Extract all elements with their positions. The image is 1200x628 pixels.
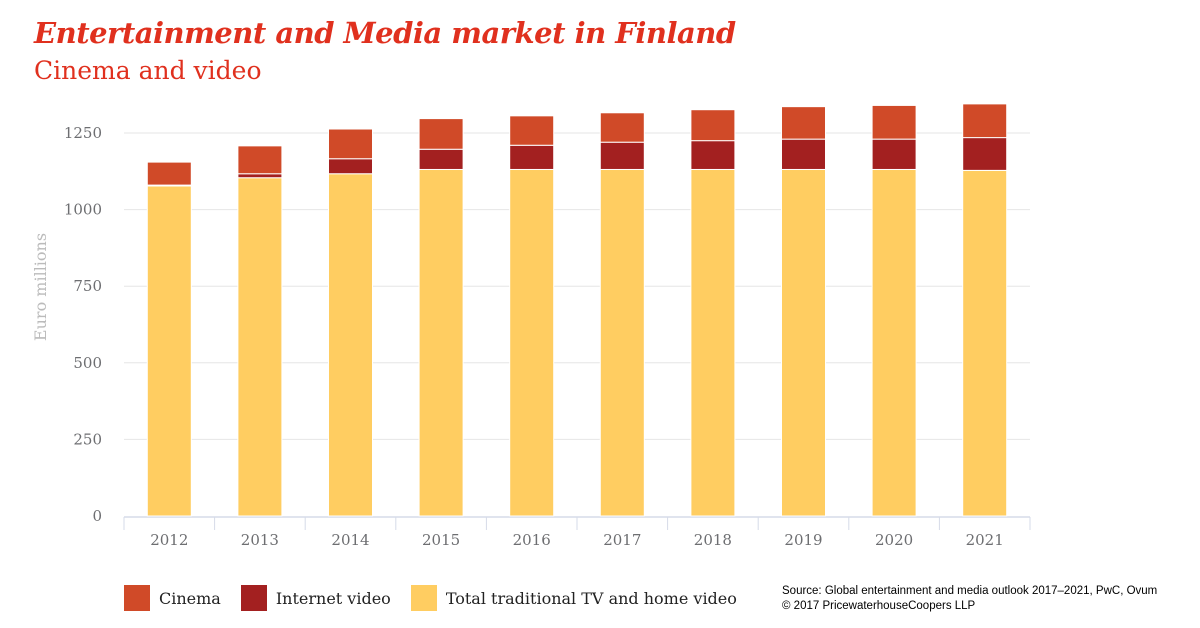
legend-item: Cinema: [124, 585, 221, 611]
bar-segment-total-traditional-tv-and-home-video-2017: [599, 168, 645, 517]
legend-label: Internet video: [275, 588, 391, 608]
bar-segment-internet-video-2017: [599, 141, 645, 170]
bar-segment-cinema-2018: [690, 109, 736, 142]
bar-segment-cinema-2021: [962, 103, 1008, 139]
legend-label: Cinema: [159, 588, 221, 608]
bar-segment-internet-video-2019: [781, 138, 826, 170]
legend-swatch: [124, 585, 150, 611]
legend-label: Total traditional TV and home video: [445, 588, 737, 608]
y-tick-label: 0: [92, 507, 102, 525]
legend-item: Internet video: [240, 585, 391, 611]
y-tick-label: 750: [73, 277, 102, 295]
bar-segment-total-traditional-tv-and-home-video-2013: [237, 177, 283, 517]
bar-segment-cinema-2014: [328, 128, 373, 160]
legend-swatch: [410, 585, 437, 611]
source-text: Source: Global entertainment and media o…: [782, 585, 1158, 597]
bar-segment-cinema-2017: [599, 112, 645, 143]
bar-segment-cinema-2016: [509, 115, 555, 146]
x-tick-label: 2020: [875, 531, 913, 549]
y-axis-label: Euro millions: [31, 233, 50, 341]
bar-segment-internet-video-2020: [871, 138, 917, 170]
bar-segment-total-traditional-tv-and-home-video-2015: [418, 168, 464, 517]
x-tick-label: 2013: [241, 531, 279, 549]
bar-segment-cinema-2013: [237, 145, 283, 175]
chart-subtitle: Cinema and video: [34, 56, 262, 85]
bar-segment-total-traditional-tv-and-home-video-2014: [328, 173, 373, 517]
x-tick-label: 2014: [331, 531, 369, 549]
bar-segment-total-traditional-tv-and-home-video-2019: [781, 168, 826, 517]
stacked-bar-chart: 0 250 500 750 1000 1250 Euro millions 2012 2013 2…: [31, 103, 1031, 549]
source-note: Source: Global entertainment and media o…: [782, 584, 1157, 614]
bar-segment-cinema-2012: [146, 161, 192, 186]
bar-segment-cinema-2020: [871, 104, 917, 140]
bar-segment-cinema-2019: [781, 106, 826, 140]
y-tick-label: 1250: [64, 124, 102, 142]
bar-segment-cinema-2015: [418, 118, 464, 150]
x-tick-label: 2012: [150, 531, 188, 549]
bar-segment-total-traditional-tv-and-home-video-2020: [871, 168, 917, 517]
chart-title: Entertainment and Media market in Finlan…: [34, 16, 736, 50]
bar-segment-internet-video-2015: [418, 148, 464, 170]
bar-segment-total-traditional-tv-and-home-video-2016: [509, 168, 555, 517]
y-tick-label: 250: [73, 430, 102, 448]
x-tick-label: 2021: [966, 531, 1004, 549]
x-tick-label: 2015: [422, 531, 460, 549]
bar-segment-internet-video-2021: [962, 137, 1008, 171]
x-tick-label: 2018: [694, 531, 732, 549]
bar-segment-internet-video-2016: [509, 144, 555, 170]
x-tick-label: 2017: [603, 531, 641, 549]
x-tick-label: 2016: [513, 531, 551, 549]
y-tick-label: 1000: [64, 201, 102, 219]
bar-segment-internet-video-2013: [237, 173, 283, 179]
bar-segment-total-traditional-tv-and-home-video-2021: [962, 169, 1008, 517]
x-tick-label: 2019: [784, 531, 822, 549]
legend-swatch: [240, 585, 267, 611]
copyright-text: © 2017 PricewaterhouseCoopers LLP: [782, 600, 976, 612]
legend: Cinema Internet video Total traditional TV…: [124, 585, 737, 611]
bar-segment-internet-video-2014: [328, 158, 373, 175]
bar-segment-total-traditional-tv-and-home-video-2012: [146, 185, 192, 517]
y-tick-label: 500: [73, 354, 102, 372]
legend-item: Total traditional TV and home video: [410, 585, 737, 611]
bar-segment-internet-video-2018: [690, 140, 736, 170]
bar-segment-total-traditional-tv-and-home-video-2018: [690, 168, 736, 517]
